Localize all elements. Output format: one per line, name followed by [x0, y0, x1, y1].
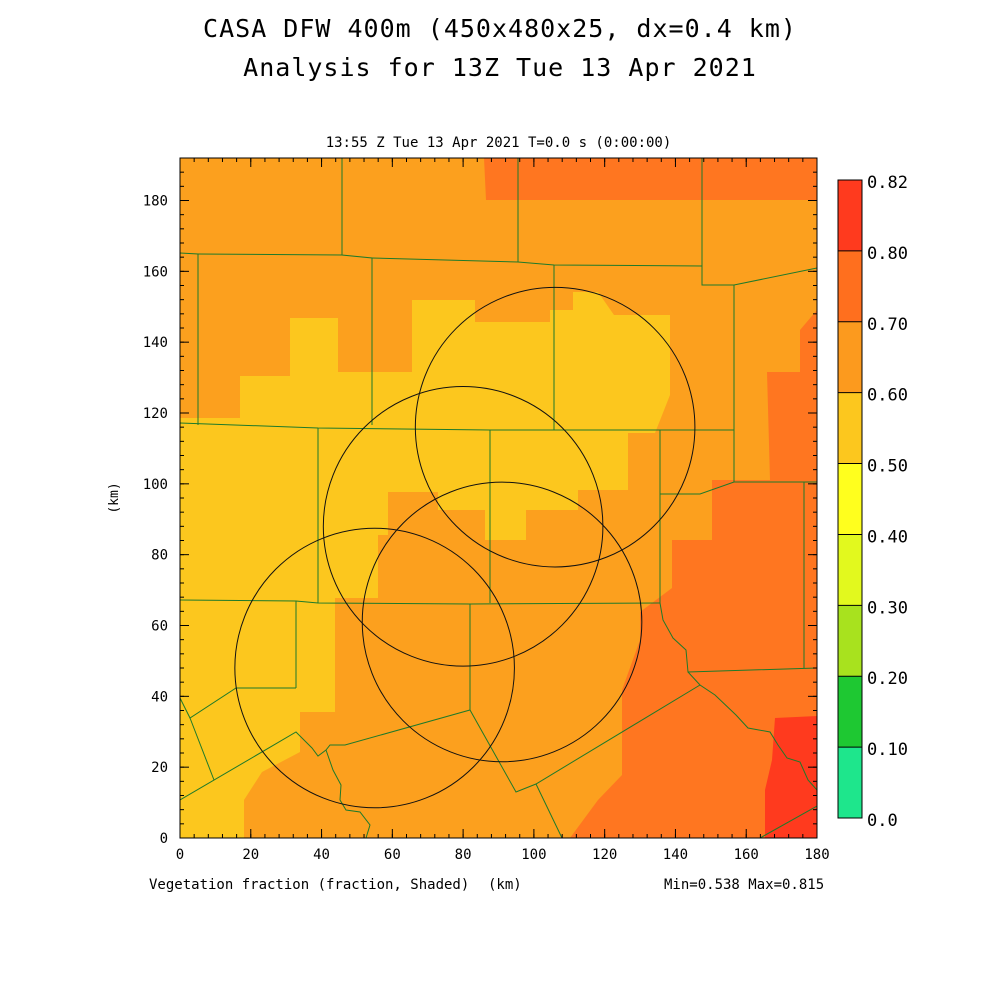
county-line — [759, 805, 817, 838]
range-ring — [361, 481, 643, 763]
colorbar-swatch — [838, 605, 862, 677]
x-tick-label: 20 — [242, 847, 259, 863]
county-line — [659, 602, 817, 673]
y-tick-label: 0 — [160, 831, 168, 847]
x-tick-label: 100 — [521, 847, 546, 863]
colorbar: 0.82 0.80 0.70 0.60 0.50 0.40 0.30 0.20 0.10 0.0 — [837, 173, 908, 831]
colorbar-label: 0.80 — [867, 244, 908, 264]
x-axis-label: (km) — [488, 877, 522, 893]
county-line — [701, 158, 817, 286]
field-region-center-low — [180, 292, 670, 838]
colorbar-label: 0.50 — [867, 457, 908, 477]
colorbar-label: 0.10 — [867, 740, 908, 760]
chart-subtitle: Analysis for 13Z Tue 13 Apr 2021 — [243, 53, 757, 82]
y-tick-label: 160 — [143, 264, 168, 280]
y-tick-label: 40 — [151, 689, 168, 705]
colorbar-label: 0.70 — [867, 315, 908, 335]
colorbar-swatch — [838, 534, 862, 606]
colorbar-swatch — [838, 321, 862, 393]
range-ring — [234, 527, 515, 809]
county-line — [180, 687, 296, 719]
county-line — [687, 671, 817, 791]
y-tick-label: 120 — [143, 406, 168, 422]
min-max-label: Min=0.538 Max=0.815 — [664, 877, 825, 893]
colorbar-label: 0.20 — [867, 669, 908, 689]
x-tick-label: 60 — [384, 847, 401, 863]
x-tick-label: 40 — [313, 847, 330, 863]
y-tick-label: 100 — [143, 477, 168, 493]
county-line — [180, 599, 661, 605]
range-ring — [414, 286, 696, 568]
field-region-north-high — [484, 158, 817, 200]
county-line — [180, 684, 701, 801]
county-line — [660, 481, 817, 495]
county-line — [341, 158, 373, 425]
county-line — [197, 253, 343, 256]
x-tick-label: 120 — [592, 847, 617, 863]
y-axis: 0 20 40 60 80 100 120 140 160 180 — [143, 157, 817, 847]
colorbar-label: 0.0 — [867, 811, 898, 831]
colorbar-swatch — [838, 392, 862, 464]
county-line — [325, 749, 371, 838]
y-tick-label: 140 — [143, 335, 168, 351]
colorbar-swatch — [838, 676, 862, 748]
x-tick-label: 0 — [176, 847, 184, 863]
y-tick-label: 80 — [151, 548, 168, 564]
field-label: Vegetation fraction (fraction, Shaded) — [149, 877, 470, 893]
colorbar-label: 0.60 — [867, 386, 908, 406]
colorbar-label: 0.82 — [867, 173, 908, 193]
colorbar-swatch — [838, 250, 862, 322]
county-boundaries — [180, 158, 817, 838]
colorbar-swatch — [838, 747, 862, 818]
x-tick-label: 160 — [734, 847, 759, 863]
y-tick-label: 60 — [151, 619, 168, 635]
plot-time-label: 13:55 Z Tue 13 Apr 2021 T=0.0 s (0:00:00… — [325, 135, 672, 151]
y-axis-label: (km) — [107, 482, 122, 513]
x-tick-label: 180 — [804, 847, 829, 863]
radar-range-rings — [234, 286, 696, 809]
county-line — [535, 783, 563, 838]
colorbar-swatch — [838, 463, 862, 535]
x-tick-label: 80 — [455, 847, 472, 863]
x-axis: 0 20 40 60 80 100 120 140 160 180 — [176, 158, 830, 863]
range-ring — [322, 386, 604, 667]
colorbar-label: 0.30 — [867, 598, 908, 618]
colorbar-label: 0.40 — [867, 527, 908, 547]
county-line — [371, 257, 703, 267]
shaded-field — [180, 158, 817, 838]
field-region-southeast-max — [765, 716, 817, 838]
county-line — [189, 717, 215, 781]
field-region-east-high — [570, 310, 817, 838]
y-tick-label: 20 — [151, 760, 168, 776]
chart-title: CASA DFW 400m (450x480x25, dx=0.4 km) — [203, 14, 797, 43]
y-tick-label: 180 — [143, 194, 168, 210]
colorbar-swatch — [838, 180, 862, 251]
x-tick-label: 140 — [663, 847, 688, 863]
